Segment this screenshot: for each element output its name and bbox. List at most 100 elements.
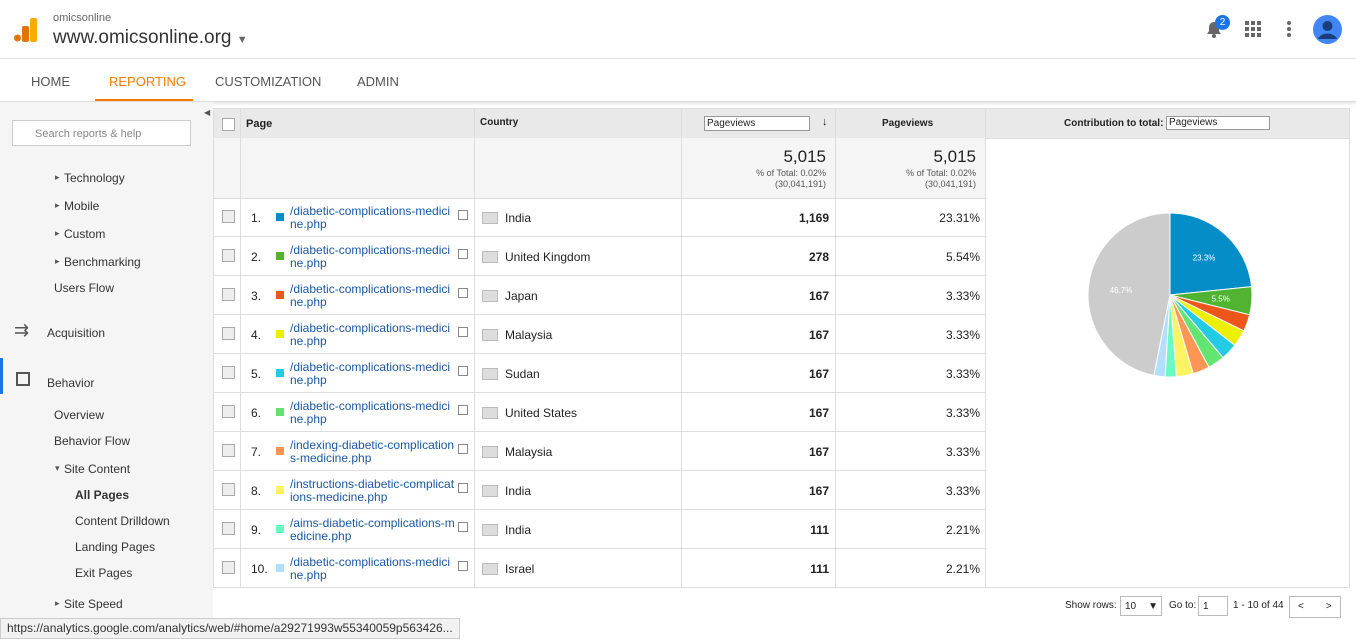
country[interactable]: India	[505, 523, 532, 537]
total-base: (30,041,191)	[924, 179, 976, 189]
flag	[482, 329, 498, 341]
page-link[interactable]: /aims-diabetic-complications-medicine.ph…	[290, 516, 455, 543]
popout[interactable]	[458, 288, 468, 298]
nav-item[interactable]: Users Flow	[54, 281, 115, 295]
slice-label: 46.7%	[1110, 286, 1133, 295]
pie-slice[interactable]	[1087, 212, 1171, 376]
avatar[interactable]	[1313, 15, 1342, 44]
flag	[482, 407, 498, 419]
nav-tab[interactable]: HOME	[31, 74, 70, 89]
collapse[interactable]: ◀	[204, 108, 211, 117]
row-index: 6.	[251, 406, 262, 420]
nav-item[interactable]: Exit Pages	[75, 566, 133, 580]
country[interactable]: Israel	[505, 562, 535, 576]
rows-select[interactable]: 10 ▼	[1120, 596, 1162, 616]
page-link[interactable]: /diabetic-complications-medicine.php	[290, 243, 451, 270]
row-line	[214, 236, 986, 237]
popout[interactable]	[458, 483, 468, 493]
row-color	[276, 252, 284, 260]
search[interactable]: Search reports & help	[12, 120, 191, 146]
top-bar: omicsonline www.omicsonline.org ▼ 2	[0, 0, 1356, 59]
nav-item[interactable]: Mobile	[64, 199, 100, 213]
pageviews: 167	[808, 445, 829, 459]
nav-item[interactable]: Technology	[64, 171, 125, 185]
page-link[interactable]: /diabetic-complications-medicine.php	[290, 399, 451, 426]
country[interactable]: United Kingdom	[505, 250, 591, 264]
pageviews: 167	[808, 289, 829, 303]
page-link[interactable]: /instructions-diabetic-complications-med…	[290, 477, 455, 504]
nav-item[interactable]: Behavior	[47, 376, 95, 390]
total-base: (30,041,191)	[774, 179, 826, 189]
nav-item[interactable]: Site Speed	[64, 597, 123, 611]
checkbox[interactable]	[222, 327, 235, 340]
checkbox[interactable]	[222, 561, 235, 574]
nav-item[interactable]: All Pages	[75, 488, 130, 502]
popout[interactable]	[458, 210, 468, 220]
popout[interactable]	[458, 366, 468, 376]
pageviews: 278	[808, 250, 829, 264]
popout[interactable]	[458, 444, 468, 454]
nav-item[interactable]: Overview	[54, 408, 105, 422]
page-link[interactable]: /diabetic-complications-medicine.php	[290, 321, 451, 348]
percent: 5.54%	[945, 250, 980, 264]
nav-tab[interactable]: REPORTING	[109, 74, 187, 89]
row-index: 2.	[251, 250, 262, 264]
nav-item[interactable]: Benchmarking	[64, 255, 141, 269]
checkbox[interactable]	[222, 366, 235, 379]
checkbox[interactable]	[222, 444, 235, 457]
col-header[interactable]: Country	[480, 117, 519, 128]
pie-slice[interactable]	[1169, 212, 1253, 296]
flag	[482, 368, 498, 380]
goto-input[interactable]: 1	[1198, 596, 1228, 616]
property[interactable]: www.omicsonline.org ▼	[53, 27, 248, 48]
sidebar: Search reports & help	[0, 102, 213, 637]
country[interactable]: Malaysia	[505, 445, 553, 459]
checkbox[interactable]	[222, 210, 235, 223]
page-link[interactable]: /diabetic-complications-medicine.php	[290, 360, 451, 387]
account: omicsonline	[53, 12, 112, 24]
metric-select[interactable]: Pageviews	[704, 116, 810, 131]
nav-item[interactable]: Behavior Flow	[54, 434, 131, 448]
page-link[interactable]: /diabetic-complications-medicine.php	[290, 282, 451, 309]
country[interactable]: India	[505, 211, 532, 225]
checkbox[interactable]	[222, 405, 235, 418]
nav-tab[interactable]: ADMIN	[357, 74, 399, 89]
col-header[interactable]: Page	[246, 118, 273, 130]
checkbox[interactable]	[222, 118, 235, 131]
checkbox[interactable]	[222, 483, 235, 496]
col-header[interactable]: Pageviews	[882, 118, 934, 129]
checkbox[interactable]	[222, 522, 235, 535]
page-link[interactable]: /indexing-diabetic-complications-medicin…	[290, 438, 455, 465]
nav-item[interactable]: Landing Pages	[75, 540, 156, 554]
checkbox[interactable]	[222, 288, 235, 301]
percent: 3.33%	[945, 484, 980, 498]
nav-item[interactable]: Site Content	[64, 462, 131, 476]
nav-item[interactable]: Content Drilldown	[75, 514, 170, 528]
country[interactable]: Sudan	[505, 367, 540, 381]
page-link[interactable]: /diabetic-complications-medicine.php	[290, 204, 451, 231]
contribution-select[interactable]: Pageviews	[1166, 116, 1270, 130]
nav-item[interactable]: Acquisition	[47, 326, 106, 340]
popout[interactable]	[458, 327, 468, 337]
checkbox[interactable]	[222, 249, 235, 262]
country[interactable]: Malaysia	[505, 328, 553, 342]
apps[interactable]	[1245, 21, 1261, 37]
popout[interactable]	[458, 405, 468, 415]
nav-item[interactable]: Custom	[64, 227, 106, 241]
status-url: https://analytics.google.com/analytics/w…	[0, 618, 460, 639]
country[interactable]: Japan	[505, 289, 538, 303]
popout[interactable]	[458, 249, 468, 259]
page-link[interactable]: /diabetic-complications-medicine.php	[290, 555, 451, 582]
popout[interactable]	[458, 522, 468, 532]
country[interactable]: United States	[505, 406, 578, 420]
select-value: Pageviews	[707, 118, 756, 129]
country[interactable]: India	[505, 484, 532, 498]
nav-tab[interactable]: CUSTOMIZATION	[215, 74, 322, 89]
more[interactable]	[1286, 20, 1292, 38]
icon	[16, 372, 30, 386]
pageviews: 167	[808, 328, 829, 342]
pager[interactable]: < >	[1289, 596, 1341, 618]
row-color	[276, 447, 284, 455]
popout[interactable]	[458, 561, 468, 571]
